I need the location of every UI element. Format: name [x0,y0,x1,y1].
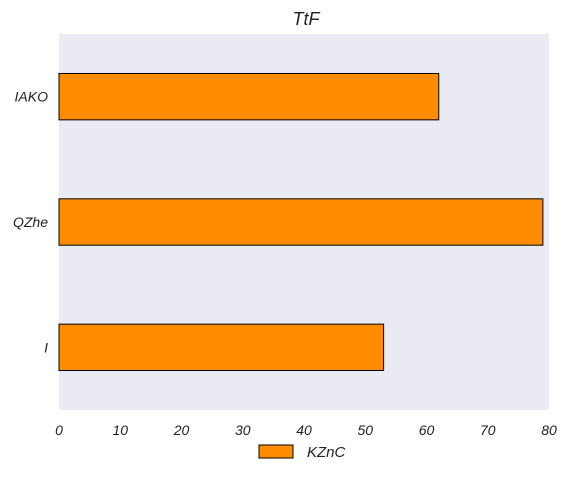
y-tick-label: IAKO [15,89,49,105]
x-tick-label: 50 [357,422,373,438]
legend-swatch [258,444,294,459]
bar-i [58,323,385,372]
x-tick-label: 60 [419,422,435,438]
bar-iako [58,72,440,121]
x-tick-label: 40 [296,422,312,438]
chart-title: TtF [293,9,321,29]
bar-qzhe [58,198,544,246]
x-tick-label: 30 [235,422,251,438]
x-tick-label: 10 [112,422,128,438]
x-tick-label: 20 [173,422,190,438]
x-tick-label: 0 [55,422,63,438]
y-tick-label: I [44,339,48,355]
x-tick-label: 70 [480,422,496,438]
x-tick-label: 80 [541,422,557,438]
legend: KZnC [258,444,346,461]
legend-label: KZnC [307,444,346,461]
y-tick-label: QZhe [13,214,48,230]
